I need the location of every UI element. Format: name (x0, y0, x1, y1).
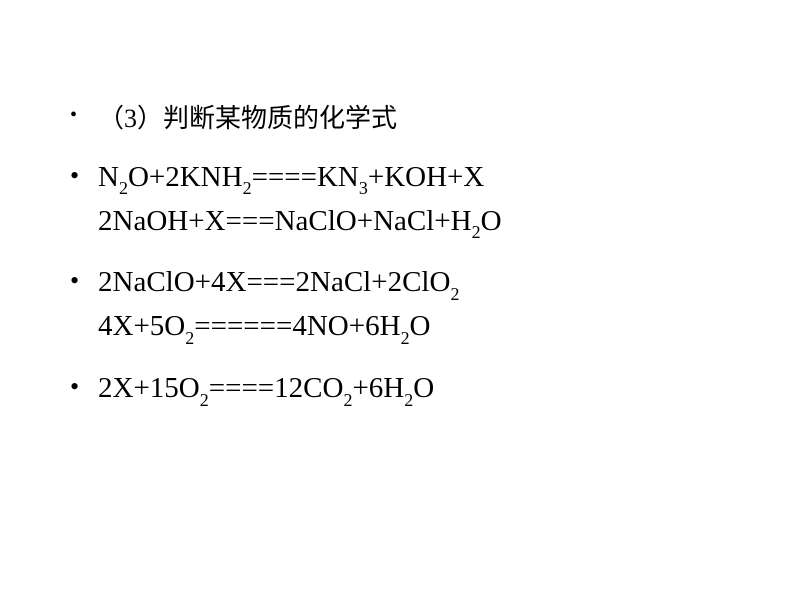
bullet-item-equation-3: • 2X+15O2====12CO2+6H2O (70, 367, 730, 411)
formula-text: ====12CO (209, 372, 344, 404)
equation-group-2: 2NaClO+4X===2NaCl+2ClO2 4X+5O2======4NO+… (98, 261, 730, 349)
equation-line: 2NaOH+X===NaClO+NaCl+H2O (98, 200, 730, 244)
subscript: 2 (119, 178, 128, 198)
equation-line: 2NaClO+4X===2NaCl+2ClO2 (98, 261, 730, 305)
equation-group-3: 2X+15O2====12CO2+6H2O (98, 367, 730, 411)
formula-text: ======4NO+6H (194, 310, 400, 342)
formula-text: O (413, 372, 434, 404)
equation-line: 4X+5O2======4NO+6H2O (98, 305, 730, 349)
bullet-item-equation-1: • N2O+2KNH2====KN3+KOH+X 2NaOH+X===NaClO… (70, 156, 730, 244)
subscript: 2 (404, 390, 413, 410)
subscript: 2 (401, 328, 410, 348)
formula-text: ====KN (252, 161, 359, 193)
formula-text: +KOH+X (368, 161, 484, 193)
equation-line: N2O+2KNH2====KN3+KOH+X (98, 156, 730, 200)
subscript: 2 (243, 178, 252, 198)
formula-text: 2NaClO+4X===2NaCl+2ClO (98, 266, 450, 298)
slide-container: • （3）判断某物质的化学式 • N2O+2KNH2====KN3+KOH+X … (0, 0, 800, 600)
formula-text: 4X+5O (98, 310, 185, 342)
formula-text: O+2KNH (128, 161, 243, 193)
equation-line: 2X+15O2====12CO2+6H2O (98, 367, 730, 411)
subscript: 2 (343, 390, 352, 410)
subscript: 2 (450, 284, 459, 304)
formula-text: 2NaOH+X===NaClO+NaCl+H (98, 205, 472, 237)
formula-text: O (481, 205, 502, 237)
equation-group-1: N2O+2KNH2====KN3+KOH+X 2NaOH+X===NaClO+N… (98, 156, 730, 244)
bullet-glyph: • (70, 100, 98, 130)
formula-text: 2X+15O (98, 372, 200, 404)
bullet-item-equation-2: • 2NaClO+4X===2NaCl+2ClO2 4X+5O2======4N… (70, 261, 730, 349)
formula-text: +6H (352, 372, 404, 404)
subscript: 2 (472, 222, 481, 242)
subscript: 2 (200, 390, 209, 410)
subscript: 3 (359, 178, 368, 198)
heading-text: （3）判断某物质的化学式 (98, 100, 730, 138)
bullet-item-heading: • （3）判断某物质的化学式 (70, 100, 730, 138)
subscript: 2 (185, 328, 194, 348)
bullet-glyph: • (70, 367, 98, 406)
formula-text: O (410, 310, 431, 342)
bullet-glyph: • (70, 156, 98, 195)
bullet-glyph: • (70, 261, 98, 300)
formula-text: N (98, 161, 119, 193)
